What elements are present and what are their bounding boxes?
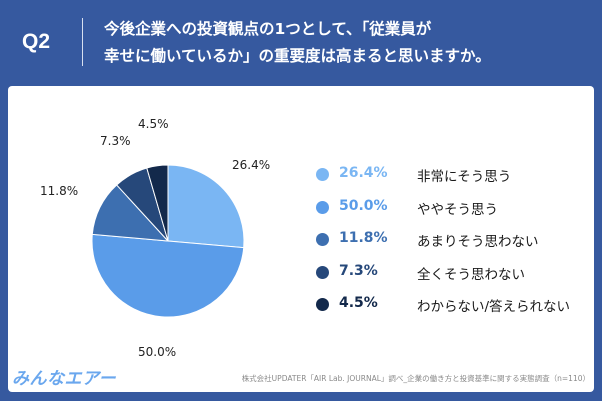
legend-swatch bbox=[316, 168, 329, 181]
legend-swatch bbox=[316, 233, 329, 246]
question-line-1: 今後企業への投資観点の1つとして、「従業員が bbox=[104, 20, 432, 38]
source-note: 株式会社UPDATER「AIR Lab. JOURNAL」調べ_企業の働き方と投… bbox=[241, 374, 590, 383]
legend-swatch bbox=[316, 298, 329, 311]
pie-slice-label-2: 50.0% bbox=[138, 345, 177, 359]
question-number: Q2 bbox=[22, 30, 51, 53]
legend-item-2: 50.0% ややそう思う bbox=[316, 198, 596, 231]
legend-value: 4.5% bbox=[339, 295, 378, 311]
pie-slice-label-1: 26.4% bbox=[232, 158, 271, 172]
pie-slice-label-5: 4.5% bbox=[138, 117, 169, 131]
legend-label: わからない/答えられない bbox=[417, 299, 571, 315]
legend-label: ややそう思う bbox=[417, 201, 498, 218]
legend-value: 7.3% bbox=[339, 262, 378, 279]
legend-label: あまりそう思わない bbox=[417, 234, 539, 250]
pie-slice-label-3: 11.8% bbox=[40, 184, 79, 198]
legend-label: 非常にそう思う bbox=[417, 169, 512, 185]
legend-label: 全くそう思わない bbox=[417, 266, 525, 283]
question-text: 今後企業への投資観点の1つとして、「従業員が 幸せに働いているか」の重要度は高ま… bbox=[104, 16, 594, 70]
legend: 26.4% 非常にそう思う 50.0% ややそう思う 11.8% あまりそう思わない 7.3… bbox=[316, 165, 596, 328]
brand-logo: みんなエアー bbox=[12, 369, 116, 389]
legend-swatch bbox=[316, 200, 329, 214]
legend-item-5: 4.5% わからない/答えられない bbox=[316, 295, 596, 328]
legend-value: 26.4% bbox=[339, 165, 388, 181]
legend-value: 11.8% bbox=[339, 230, 388, 246]
header: Q2 今後企業への投資観点の1つとして、「従業員が 幸せに働いているか」の重要度… bbox=[0, 0, 602, 80]
pie-slice-2 bbox=[91, 233, 245, 318]
pie-slice-label-4: 7.3% bbox=[100, 134, 131, 148]
pie-slice-5 bbox=[146, 164, 169, 242]
chart-card: 26.4% 50.0% 11.8% 7.3% 4.5% 26.4% 非常にそう思う 50.0… bbox=[8, 86, 594, 392]
question-line-2: 幸せに働いているか」の重要度は高まると思いますか。 bbox=[104, 47, 491, 65]
header-divider bbox=[82, 18, 83, 66]
legend-item-4: 7.3% 全くそう思わない bbox=[316, 263, 596, 296]
legend-item-3: 11.8% あまりそう思わない bbox=[316, 230, 596, 263]
pie-slice-1 bbox=[167, 164, 245, 249]
pie-chart bbox=[91, 164, 245, 318]
legend-value: 50.0% bbox=[339, 197, 388, 214]
legend-swatch bbox=[316, 265, 329, 279]
legend-item-1: 26.4% 非常にそう思う bbox=[316, 165, 596, 198]
